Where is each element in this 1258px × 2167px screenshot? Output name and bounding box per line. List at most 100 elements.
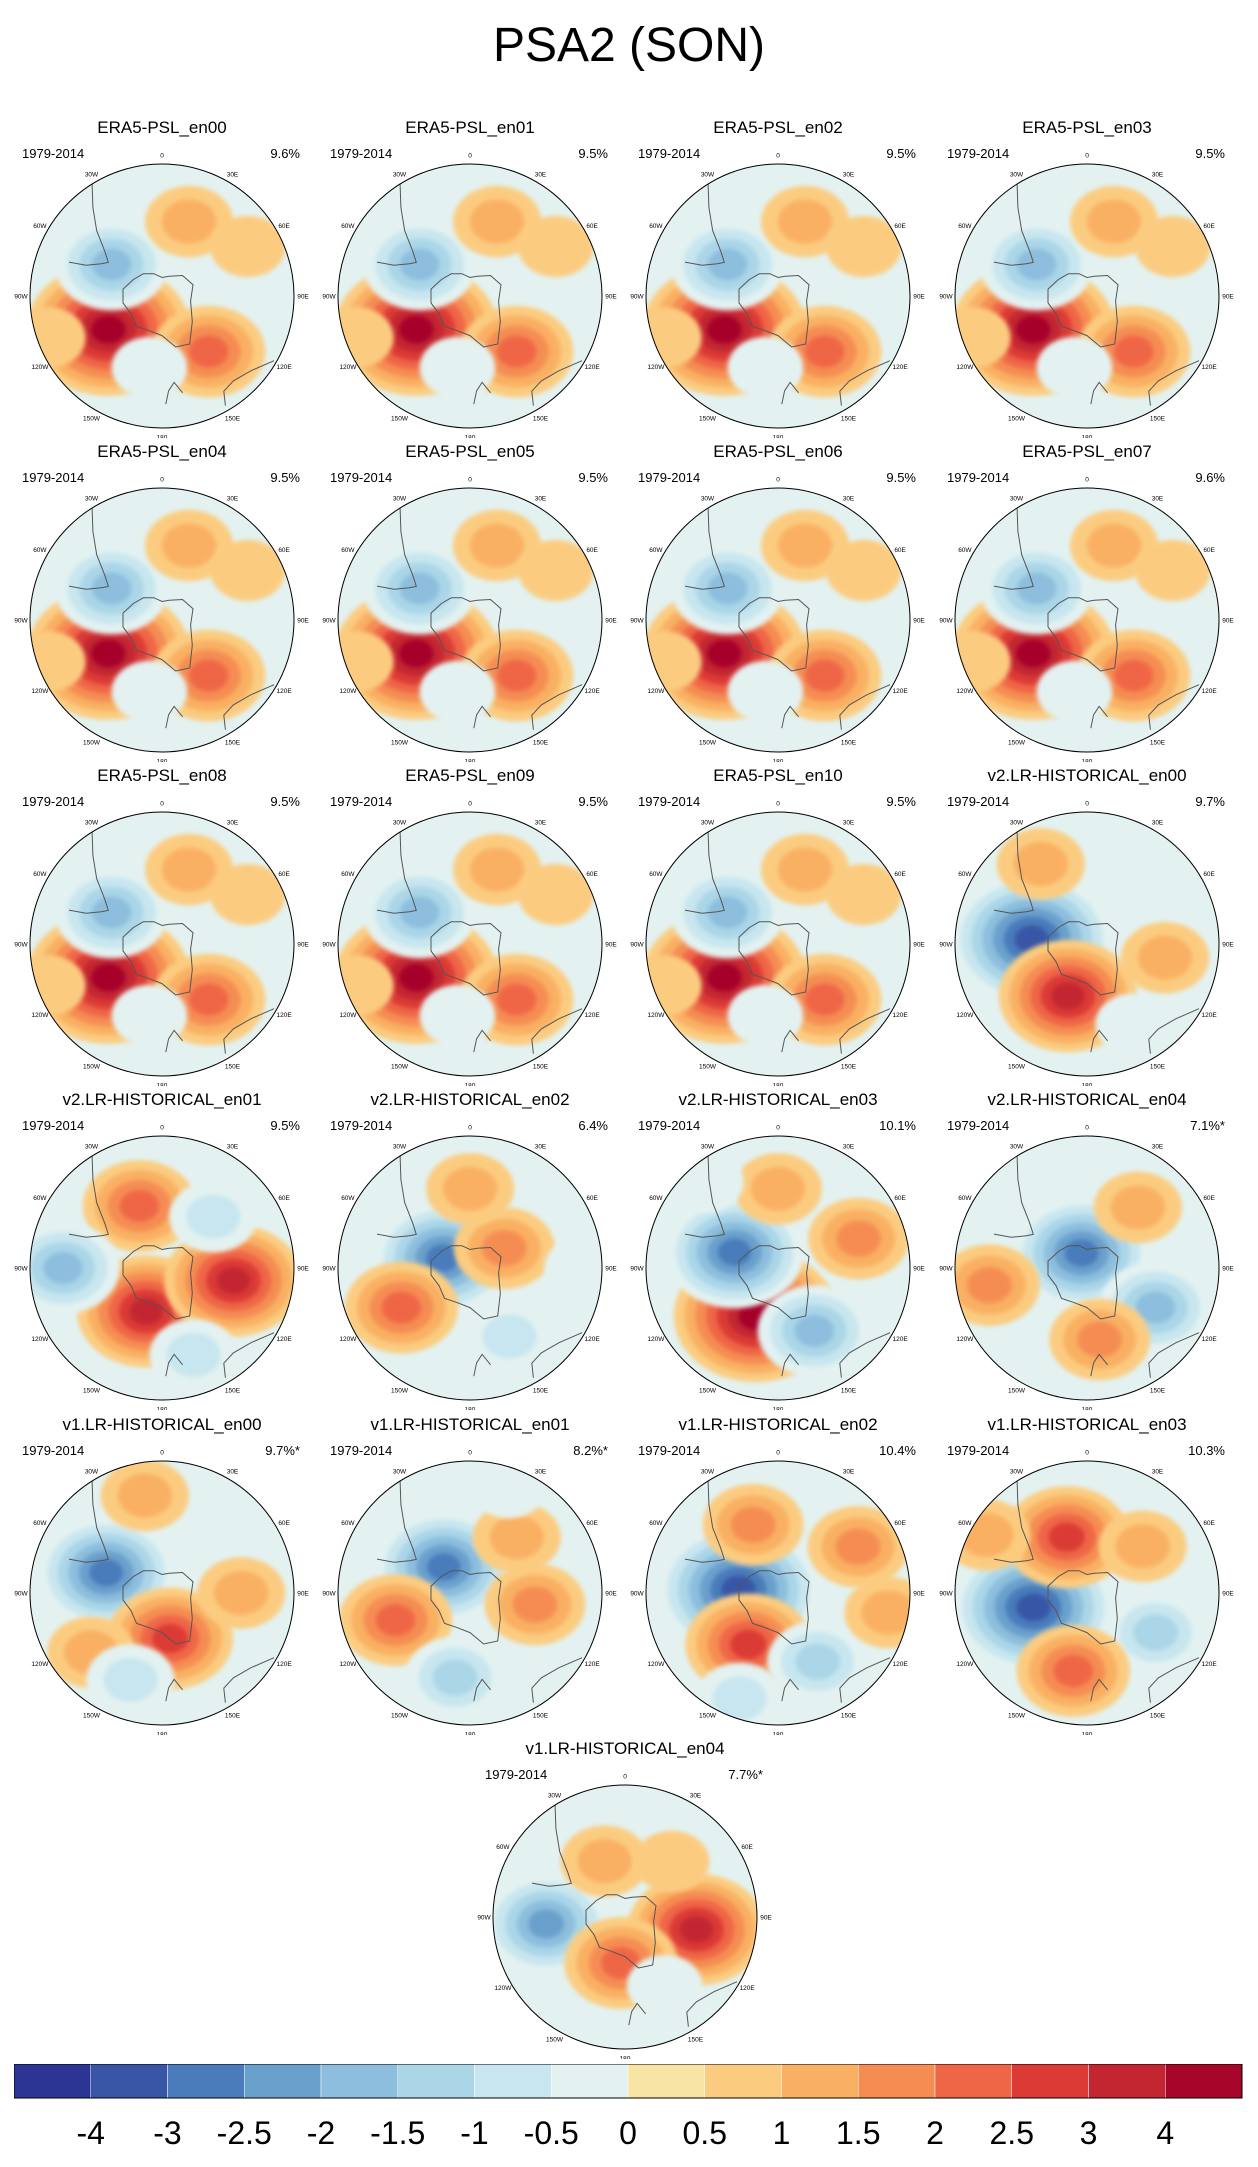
longitude-label: 60W xyxy=(958,1195,972,1202)
longitude-label: 120W xyxy=(647,1336,665,1343)
anomaly-contour xyxy=(481,1230,527,1267)
anomaly-contour xyxy=(795,1643,840,1680)
map-svg: 0 30E 60E 90E 120E 150E 180 150W 120W 90W 60W 30W xyxy=(477,1774,772,2060)
map-svg: 0 30E 60E 90E 120E 150E 180 150W 120W 90W 60W 30W xyxy=(939,477,1234,763)
longitude-label: 150W xyxy=(1008,740,1026,747)
antarctica-coastline xyxy=(430,921,502,996)
anomaly-contour xyxy=(777,523,833,568)
longitude-label: 150E xyxy=(225,1388,241,1395)
south-america-coastline xyxy=(993,832,1034,914)
australia-coastline xyxy=(531,1008,583,1054)
south-america-coastline xyxy=(993,508,1034,590)
longitude-label: 150W xyxy=(83,1388,101,1395)
map-panel: 0 30E 60E 90E 120E 150E 180 150W 120W 90W 60W 30W v1… xyxy=(475,1739,775,2059)
new-zealand-coastline xyxy=(781,381,799,405)
longitude-label: 60W xyxy=(33,223,47,230)
panel-period: 1979-2014 xyxy=(638,1443,701,1458)
longitude-label: 120W xyxy=(647,688,665,695)
longitude-label: 30E xyxy=(227,171,239,178)
map-panel: 0 30E 60E 90E 120E 150E 180 150W 120W 90W 60W 30W ER… xyxy=(628,118,928,438)
panel-variance: 9.5% xyxy=(578,794,608,809)
longitude-label: 30W xyxy=(393,171,407,178)
longitude-label: 120E xyxy=(1202,364,1218,371)
longitude-label: 120W xyxy=(647,1012,665,1019)
longitude-label: 120W xyxy=(956,1661,974,1668)
panel-period: 1979-2014 xyxy=(947,1443,1010,1458)
panel-variance: 9.7%* xyxy=(265,1443,300,1458)
new-zealand-coastline xyxy=(473,705,491,729)
longitude-label: 150E xyxy=(1150,1064,1166,1071)
antarctica-coastline xyxy=(122,1245,194,1320)
longitude-label: 90E xyxy=(913,942,925,949)
anomaly-contour xyxy=(89,1559,123,1587)
longitude-label: 150E xyxy=(225,740,241,747)
colorbar-swatch xyxy=(397,2064,475,2099)
anomaly-contour xyxy=(166,1332,221,1377)
panel-variance: 9.5% xyxy=(270,794,300,809)
panel-period: 1979-2014 xyxy=(947,1118,1010,1133)
panel-title: v2.LR-HISTORICAL_en01 xyxy=(62,1090,262,1109)
longitude-label: 90E xyxy=(605,294,617,301)
longitude-label: 120E xyxy=(585,1336,601,1343)
panel-variance: 9.5% xyxy=(270,470,300,485)
longitude-label: 30E xyxy=(843,1468,855,1475)
anomaly-contour xyxy=(1016,639,1051,668)
anomaly-contour xyxy=(528,1909,565,1939)
map-panel: 0 30E 60E 90E 120E 150E 180 150W 120W 90W 60W 30W ER… xyxy=(320,118,620,438)
longitude-label: 180 xyxy=(465,435,476,439)
colorbar-tick-label: 2 xyxy=(926,2115,944,2151)
australia-coastline xyxy=(1148,1657,1200,1703)
longitude-label: 150E xyxy=(841,1713,857,1720)
map-panel: 0 30E 60E 90E 120E 150E 180 150W 120W 90W 60W 30W ER… xyxy=(937,442,1237,762)
anomaly-contour xyxy=(419,336,496,399)
longitude-label: 90W xyxy=(477,1915,491,1922)
map-panel: 0 30E 60E 90E 120E 150E 180 150W 120W 90W 60W 30W ER… xyxy=(320,442,620,762)
longitude-label: 30W xyxy=(85,495,99,502)
new-zealand-coastline xyxy=(165,705,183,729)
longitude-label: 90W xyxy=(939,1591,953,1598)
new-zealand-coastline xyxy=(1090,1678,1108,1702)
colorbar-swatch xyxy=(1011,2064,1089,2099)
new-zealand-coastline xyxy=(1090,381,1108,405)
longitude-label: 120W xyxy=(339,1661,357,1668)
longitude-label: 60E xyxy=(1203,1520,1215,1527)
panel-variance: 9.5% xyxy=(1195,146,1225,161)
longitude-label: 60W xyxy=(341,547,355,554)
colorbar-swatch xyxy=(14,2064,91,2099)
australia-coastline xyxy=(531,360,583,406)
map-panel: 0 30E 60E 90E 120E 150E 180 150W 120W 90W 60W 30W v2… xyxy=(937,1090,1237,1410)
antarctica-coastline xyxy=(122,273,194,348)
panel-title: v2.LR-HISTORICAL_en00 xyxy=(987,766,1187,785)
anomaly-contour xyxy=(955,630,1011,693)
longitude-label: 120E xyxy=(585,1661,601,1668)
longitude-label: 180 xyxy=(773,1732,784,1736)
anomaly-contour xyxy=(777,199,833,244)
longitude-label: 0 xyxy=(776,1450,780,1457)
anomaly-contour xyxy=(679,1916,714,1944)
anomaly-contour xyxy=(161,199,217,244)
longitude-label: 60E xyxy=(278,223,290,230)
longitude-label: 0 xyxy=(1085,1125,1089,1132)
anomaly-contour xyxy=(188,983,229,1016)
anomaly-contour xyxy=(399,248,440,281)
longitude-label: 0 xyxy=(160,1125,164,1132)
longitude-label: 30E xyxy=(1152,819,1164,826)
map-svg: 0 30E 60E 90E 120E 150E 180 150W 120W 90W 60W 30W xyxy=(14,1450,309,1736)
longitude-label: 120W xyxy=(339,1336,357,1343)
longitude-label: 30E xyxy=(535,171,547,178)
panel-period: 1979-2014 xyxy=(330,470,393,485)
longitude-label: 30E xyxy=(227,1468,239,1475)
longitude-label: 0 xyxy=(468,477,472,484)
panel-title: ERA5-PSL_en04 xyxy=(97,442,227,461)
map-svg: 0 30E 60E 90E 120E 150E 180 150W 120W 90W 60W 30W xyxy=(322,801,617,1087)
anomaly-contour xyxy=(1016,248,1057,281)
longitude-label: 120W xyxy=(956,364,974,371)
map-border xyxy=(645,163,911,429)
anomaly-contour xyxy=(727,984,804,1047)
colorbar-swatch xyxy=(244,2064,322,2099)
longitude-label: 90E xyxy=(297,1591,309,1598)
anomaly-contour xyxy=(835,1528,881,1565)
longitude-label: 30E xyxy=(1152,1468,1164,1475)
anomaly-contour xyxy=(111,984,188,1047)
panel-variance: 7.7%* xyxy=(728,1767,763,1782)
